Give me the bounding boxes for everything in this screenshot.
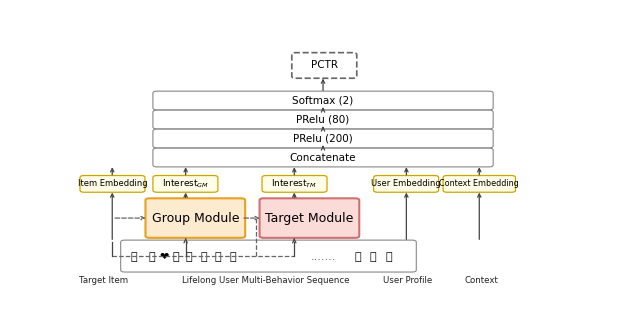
Text: PCTR: PCTR	[311, 61, 338, 70]
Text: Lifelong User Multi-Behavior Sequence: Lifelong User Multi-Behavior Sequence	[182, 276, 349, 285]
Text: ❤: ❤	[159, 252, 169, 262]
Text: Concatenate: Concatenate	[290, 153, 356, 163]
FancyBboxPatch shape	[153, 148, 493, 167]
Text: PRelu (80): PRelu (80)	[296, 114, 349, 125]
Text: PRelu (200): PRelu (200)	[293, 134, 353, 143]
FancyBboxPatch shape	[153, 175, 218, 192]
Text: .......: .......	[310, 252, 336, 262]
Text: Context: Context	[465, 276, 499, 285]
Text: Interest$_{GM}$: Interest$_{GM}$	[162, 178, 209, 190]
FancyBboxPatch shape	[260, 198, 359, 238]
FancyBboxPatch shape	[262, 175, 327, 192]
Text: 🎀: 🎀	[385, 252, 392, 262]
Text: User Profile: User Profile	[383, 276, 432, 285]
Text: 🛒: 🛒	[186, 252, 193, 262]
Text: Target Module: Target Module	[265, 212, 353, 225]
Text: 🍩: 🍩	[172, 252, 179, 262]
Text: 🍣: 🍣	[131, 252, 137, 262]
FancyBboxPatch shape	[80, 175, 145, 192]
FancyBboxPatch shape	[374, 175, 438, 192]
Text: 🧂: 🧂	[214, 252, 221, 262]
Text: 🍩: 🍩	[148, 252, 156, 262]
Text: User Embedding: User Embedding	[371, 179, 441, 189]
Text: 🍣: 🍣	[201, 252, 207, 262]
Text: Context Embedding: Context Embedding	[440, 179, 519, 189]
Text: Item Embedding: Item Embedding	[77, 179, 147, 189]
Text: 🍭: 🍭	[230, 252, 236, 262]
FancyBboxPatch shape	[121, 240, 416, 272]
FancyBboxPatch shape	[153, 91, 493, 110]
Text: 🍦: 🍦	[355, 252, 361, 262]
FancyBboxPatch shape	[145, 198, 245, 238]
FancyBboxPatch shape	[443, 175, 515, 192]
Text: 🍦: 🍦	[369, 252, 376, 262]
Text: Group Module: Group Module	[152, 212, 239, 225]
Text: Interest$_{TM}$: Interest$_{TM}$	[271, 178, 317, 190]
Text: Target Item: Target Item	[79, 276, 129, 285]
FancyBboxPatch shape	[153, 110, 493, 129]
Text: Softmax (2): Softmax (2)	[292, 95, 354, 106]
FancyBboxPatch shape	[153, 129, 493, 148]
FancyBboxPatch shape	[292, 53, 356, 78]
